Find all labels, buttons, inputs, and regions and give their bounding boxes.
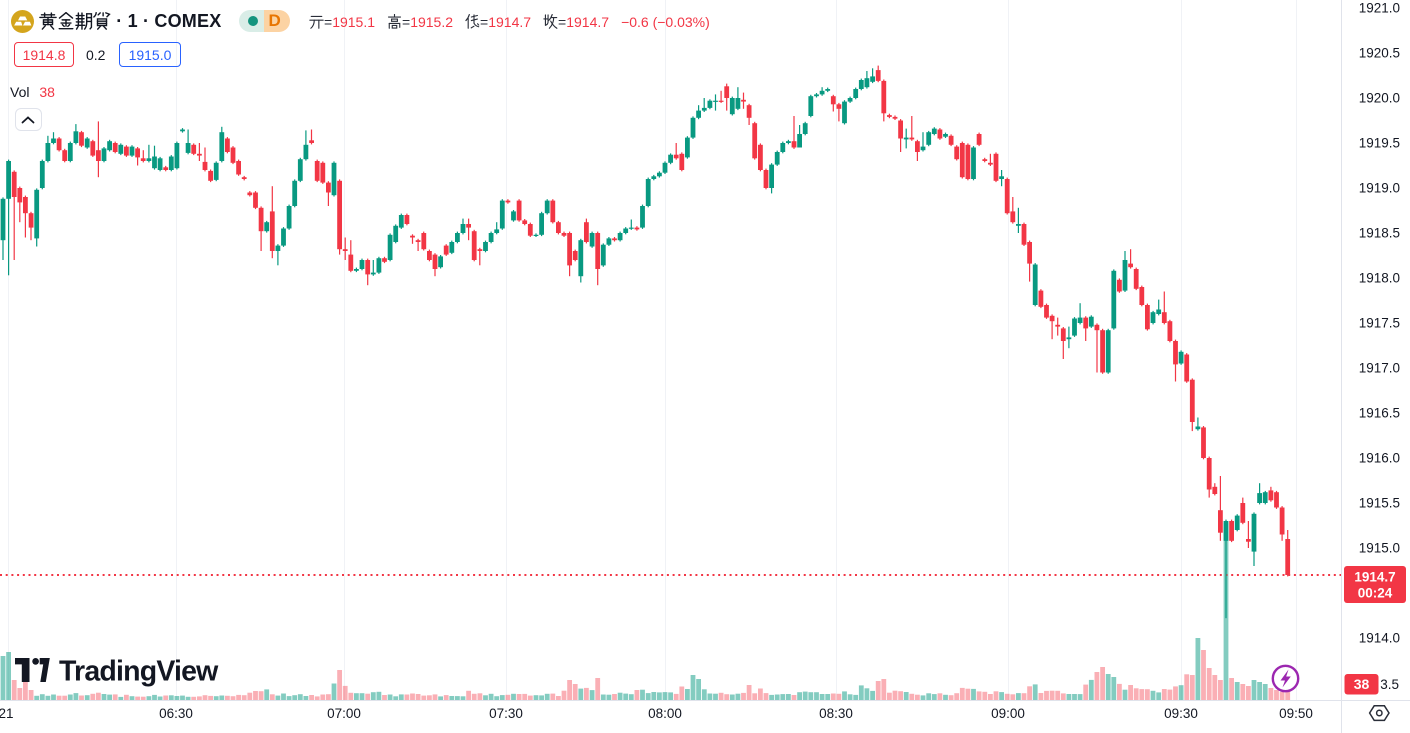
svg-text:1915.5: 1915.5 — [1359, 496, 1400, 511]
svg-text:1915.0: 1915.0 — [1359, 541, 1400, 556]
svg-text:07:30: 07:30 — [489, 706, 523, 721]
svg-text:1919.5: 1919.5 — [1359, 136, 1400, 151]
svg-text:1914.7: 1914.7 — [1354, 570, 1395, 585]
svg-text:3.5: 3.5 — [1380, 677, 1399, 692]
svg-text:1917.0: 1917.0 — [1359, 361, 1400, 376]
svg-text:08:30: 08:30 — [819, 706, 853, 721]
svg-text:1917.5: 1917.5 — [1359, 316, 1400, 331]
svg-text:1920.0: 1920.0 — [1359, 91, 1400, 106]
svg-text:TradingView: TradingView — [59, 656, 219, 688]
svg-text:1914.0: 1914.0 — [1359, 631, 1400, 646]
svg-text:1918.0: 1918.0 — [1359, 271, 1400, 286]
svg-text:09:30: 09:30 — [1164, 706, 1198, 721]
svg-text:1918.5: 1918.5 — [1359, 226, 1400, 241]
svg-text:1921.0: 1921.0 — [1359, 1, 1400, 16]
svg-text:21: 21 — [0, 706, 14, 721]
svg-text:07:00: 07:00 — [327, 706, 361, 721]
svg-text:08:00: 08:00 — [648, 706, 682, 721]
svg-text:38: 38 — [1354, 676, 1370, 692]
svg-text:09:50: 09:50 — [1279, 706, 1313, 721]
svg-text:1919.0: 1919.0 — [1359, 181, 1400, 196]
svg-text:1916.0: 1916.0 — [1359, 451, 1400, 466]
svg-text:1916.5: 1916.5 — [1359, 406, 1400, 421]
svg-text:00:24: 00:24 — [1358, 586, 1393, 601]
svg-text:06:30: 06:30 — [159, 706, 193, 721]
svg-text:1920.5: 1920.5 — [1359, 46, 1400, 61]
svg-text:09:00: 09:00 — [991, 706, 1025, 721]
